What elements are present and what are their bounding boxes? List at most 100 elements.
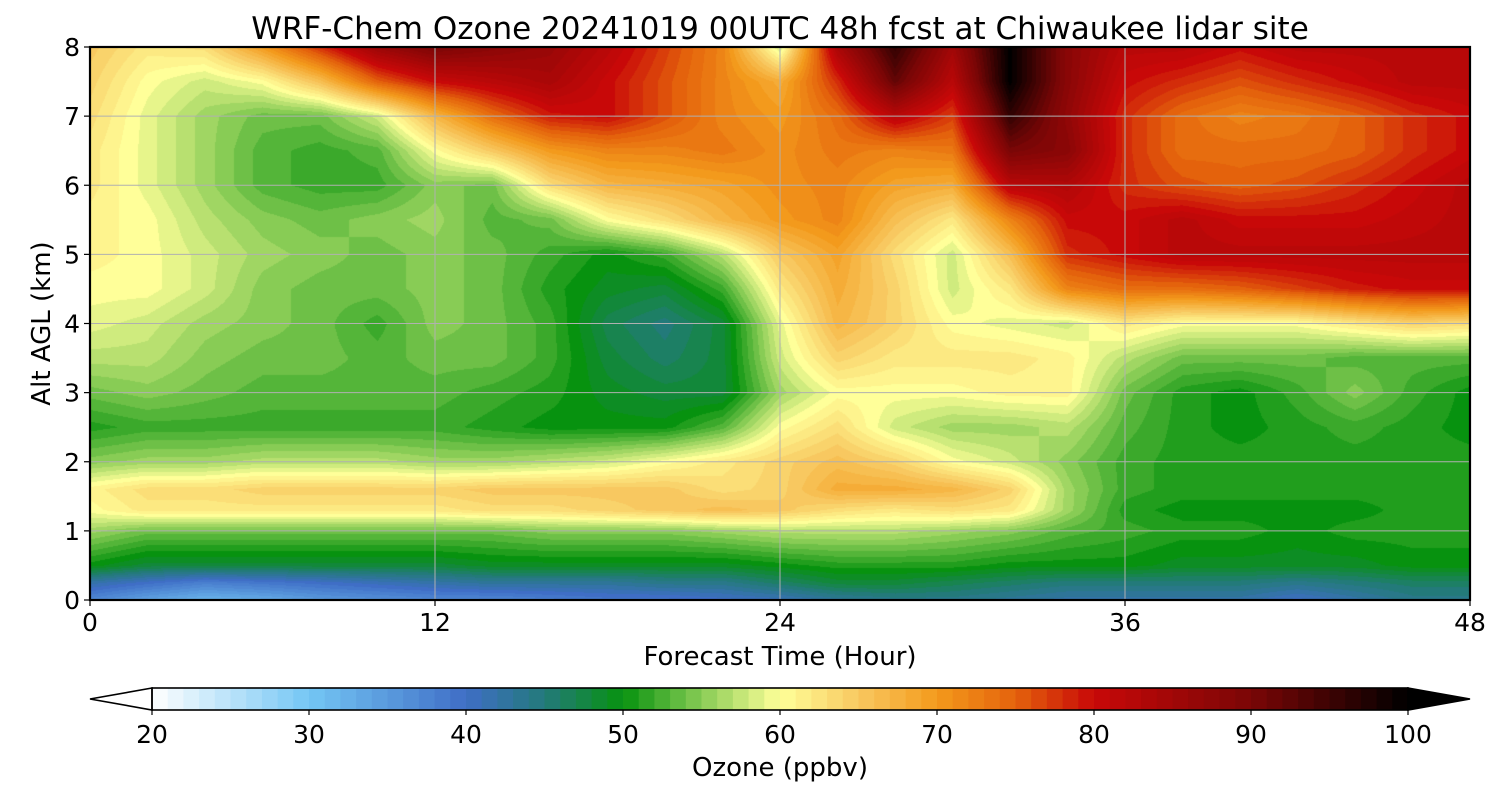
colorbar-segment bbox=[293, 688, 310, 710]
colorbar-segment bbox=[623, 688, 640, 710]
colorbar-segment bbox=[889, 688, 907, 710]
colorbar-segment bbox=[434, 688, 451, 710]
colorbar-segment bbox=[811, 688, 828, 710]
colorbar-segment bbox=[952, 688, 969, 710]
colorbar-segment bbox=[450, 688, 467, 710]
y-tick-label: 0 bbox=[64, 586, 80, 615]
colorbar-tick-label: 60 bbox=[764, 720, 796, 749]
colorbar-segment bbox=[1046, 688, 1064, 710]
colorbar-segment bbox=[780, 688, 797, 710]
colorbar-segment bbox=[921, 688, 938, 710]
colorbar-segment bbox=[513, 688, 530, 710]
colorbar-segment bbox=[387, 688, 404, 710]
colorbar-segment bbox=[1235, 688, 1252, 710]
colorbar-segment bbox=[1313, 688, 1331, 710]
colorbar-segment bbox=[842, 688, 860, 710]
colorbar-segment bbox=[937, 688, 954, 710]
colorbar-segment bbox=[591, 688, 608, 710]
colorbar-segment bbox=[1392, 688, 1409, 710]
colorbar-segment bbox=[874, 688, 891, 710]
y-tick-label: 8 bbox=[64, 33, 80, 62]
y-axis: 0 1 2 3 4 5 6 7 8 bbox=[64, 33, 90, 615]
colorbar-segment bbox=[1298, 688, 1315, 710]
colorbar-tick-label: 80 bbox=[1078, 720, 1110, 749]
x-tick-label: 24 bbox=[764, 608, 796, 637]
colorbar-segment bbox=[371, 688, 389, 710]
colorbar-segment bbox=[214, 688, 232, 710]
colorbar-segment bbox=[764, 688, 781, 710]
colorbar-segment bbox=[403, 688, 420, 710]
y-tick-label: 3 bbox=[64, 379, 80, 408]
colorbar-segment bbox=[152, 688, 169, 710]
x-tick-label: 36 bbox=[1109, 608, 1141, 637]
x-tick-label: 48 bbox=[1454, 608, 1486, 637]
colorbar-segments bbox=[152, 688, 1409, 710]
colorbar-tick-label: 70 bbox=[921, 720, 953, 749]
colorbar-tick-label: 30 bbox=[293, 720, 325, 749]
y-tick-label: 2 bbox=[64, 448, 80, 477]
colorbar-segment bbox=[1219, 688, 1236, 710]
colorbar-segment bbox=[905, 688, 922, 710]
colorbar-label: Ozone (ppbv) bbox=[692, 753, 868, 783]
grid bbox=[90, 47, 1470, 600]
colorbar-segment bbox=[717, 688, 734, 710]
colorbar-segment bbox=[528, 688, 546, 710]
colorbar-segment bbox=[1376, 688, 1393, 710]
colorbar-segment bbox=[261, 688, 279, 710]
colorbar-segment bbox=[309, 688, 326, 710]
colorbar-segment bbox=[481, 688, 498, 710]
plot-area bbox=[88, 45, 1472, 602]
colorbar-tick-label: 100 bbox=[1384, 720, 1432, 749]
colorbar-segment bbox=[984, 688, 1001, 710]
colorbar-segment bbox=[167, 688, 184, 710]
y-tick-label: 5 bbox=[64, 240, 80, 269]
x-axis-label: Forecast Time (Hour) bbox=[643, 642, 916, 672]
colorbar-segment bbox=[999, 688, 1017, 710]
y-tick-label: 1 bbox=[64, 517, 80, 546]
colorbar-segment bbox=[199, 688, 216, 710]
colorbar-segment bbox=[1360, 688, 1378, 710]
x-tick-label: 12 bbox=[419, 608, 451, 637]
colorbar-segment bbox=[795, 688, 812, 710]
colorbar-segment bbox=[638, 688, 655, 710]
colorbar-segment bbox=[230, 688, 247, 710]
colorbar-segment bbox=[560, 688, 577, 710]
colorbar-segment bbox=[654, 688, 671, 710]
colorbar-low-extension bbox=[89, 687, 153, 711]
colorbar-segment bbox=[246, 688, 263, 710]
colorbar-segment bbox=[466, 688, 483, 710]
y-tick-label: 7 bbox=[64, 102, 80, 131]
colorbar: 20 30 40 50 60 70 80 90 100 Ozone (ppbv) bbox=[89, 687, 1471, 783]
colorbar-segment bbox=[1251, 688, 1268, 710]
colorbar-segment bbox=[544, 688, 561, 710]
colorbar-tick-label: 20 bbox=[136, 720, 168, 749]
colorbar-segment bbox=[1203, 688, 1221, 710]
colorbar-segment bbox=[1266, 688, 1283, 710]
colorbar-segment bbox=[748, 688, 765, 710]
colorbar-segment bbox=[1141, 688, 1158, 710]
colorbar-segment bbox=[1031, 688, 1048, 710]
colorbar-segment bbox=[497, 688, 514, 710]
colorbar-segment bbox=[183, 688, 200, 710]
y-axis-label: Alt AGL (km) bbox=[27, 241, 57, 405]
colorbar-tick-label: 50 bbox=[607, 720, 639, 749]
colorbar-tick-label: 90 bbox=[1235, 720, 1267, 749]
x-tick-label: 0 bbox=[82, 608, 98, 637]
colorbar-high-extension bbox=[1407, 687, 1471, 711]
x-axis: 0 12 24 36 48 bbox=[82, 600, 1486, 637]
colorbar-segment bbox=[356, 688, 373, 710]
colorbar-segment bbox=[1125, 688, 1142, 710]
colorbar-segment bbox=[1329, 688, 1346, 710]
colorbar-segment bbox=[1345, 688, 1362, 710]
colorbar-segment bbox=[1062, 688, 1079, 710]
colorbar-segment bbox=[670, 688, 687, 710]
colorbar-segment bbox=[858, 688, 875, 710]
y-tick-label: 6 bbox=[64, 171, 80, 200]
colorbar-segment bbox=[1015, 688, 1032, 710]
colorbar-segment bbox=[732, 688, 750, 710]
colorbar-segment bbox=[607, 688, 624, 710]
colorbar-segment bbox=[1078, 688, 1095, 710]
colorbar-segment bbox=[277, 688, 294, 710]
colorbar-segment bbox=[685, 688, 703, 710]
